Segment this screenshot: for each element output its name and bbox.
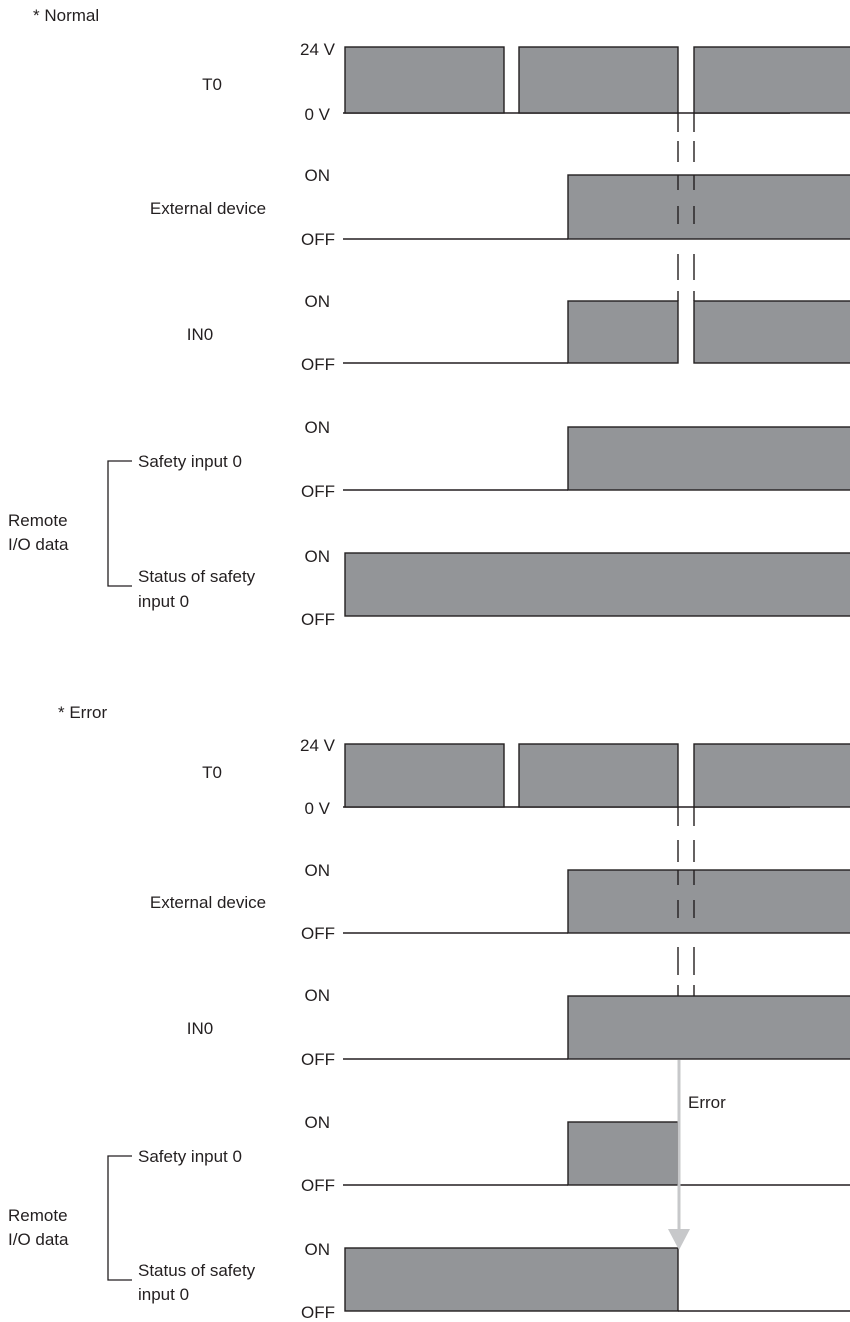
normal-remote-io-label-line1: Remote xyxy=(8,511,68,530)
error-t0-high-label: 24 V xyxy=(300,736,336,755)
error-safety-input-on-label: ON xyxy=(305,1113,331,1132)
normal-in0-label: IN0 xyxy=(187,325,213,344)
normal-heading: * Normal xyxy=(33,6,99,25)
error-status-on-label: ON xyxy=(305,1240,331,1259)
error-status-off-label: OFF xyxy=(301,1303,335,1322)
error-remote-io-bracket xyxy=(107,1155,132,1281)
normal-t0-pulse xyxy=(693,46,850,114)
normal-t0-wave xyxy=(343,46,850,114)
error-t0-label: T0 xyxy=(202,763,222,782)
error-in0-wave xyxy=(343,995,850,1060)
error-arrow xyxy=(668,1060,690,1250)
normal-external-device-off-label: OFF xyxy=(301,230,335,249)
error-arrow-label: Error xyxy=(688,1093,726,1112)
normal-status-off-label: OFF xyxy=(301,610,335,629)
error-status-label-line1: Status of safety xyxy=(138,1261,256,1280)
error-gap-markers xyxy=(677,807,695,996)
error-t0-pulse xyxy=(344,743,505,808)
error-t0-pulse xyxy=(693,743,850,808)
error-external-device-wave xyxy=(343,869,850,934)
normal-status-label-line2: input 0 xyxy=(138,592,189,611)
error-remote-io-label-line1: Remote xyxy=(8,1206,68,1225)
normal-t0-high-label: 24 V xyxy=(300,40,336,59)
normal-external-device-on-segment xyxy=(567,174,850,240)
normal-gap-markers xyxy=(677,113,695,301)
normal-t0-label: T0 xyxy=(202,75,222,94)
error-arrow-head xyxy=(668,1229,690,1250)
normal-external-device-on-label: ON xyxy=(305,166,331,185)
normal-safety-input-off-label: OFF xyxy=(301,482,335,501)
error-external-device-on-label: ON xyxy=(305,861,331,880)
normal-status-label-line1: Status of safety xyxy=(138,567,256,586)
error-external-device-label: External device xyxy=(150,893,266,912)
normal-external-device-label: External device xyxy=(150,199,266,218)
normal-status-on-label: ON xyxy=(305,547,331,566)
normal-safety-input-on-label: ON xyxy=(305,418,331,437)
error-status-wave xyxy=(344,1247,850,1312)
error-external-device-on-segment xyxy=(567,869,850,934)
error-external-device-off-label: OFF xyxy=(301,924,335,943)
error-safety-input-wave xyxy=(343,1121,850,1186)
normal-status-wave xyxy=(344,552,850,617)
error-safety-input-off-label: OFF xyxy=(301,1176,335,1195)
error-safety-input-on-segment xyxy=(567,1121,679,1186)
error-in0-on-segment xyxy=(567,995,850,1060)
normal-in0-on-segment xyxy=(567,300,679,364)
normal-external-device-wave xyxy=(343,174,850,240)
error-t0-low-label: 0 V xyxy=(304,799,330,818)
error-safety-input-label: Safety input 0 xyxy=(138,1147,242,1166)
error-heading: * Error xyxy=(58,703,107,722)
normal-t0-pulse xyxy=(518,46,679,114)
error-remote-io-label-line2: I/O data xyxy=(8,1230,69,1249)
error-t0-pulse xyxy=(518,743,679,808)
normal-in0-on-segment xyxy=(693,300,850,364)
error-status-label-line2: input 0 xyxy=(138,1285,189,1304)
error-in0-on-label: ON xyxy=(305,986,331,1005)
normal-safety-input-wave xyxy=(343,426,850,491)
normal-remote-io-label-line2: I/O data xyxy=(8,535,69,554)
normal-in0-off-label: OFF xyxy=(301,355,335,374)
error-t0-wave xyxy=(343,743,850,808)
normal-t0-pulse xyxy=(344,46,505,114)
normal-t0-low-label: 0 V xyxy=(304,105,330,124)
normal-in0-on-label: ON xyxy=(305,292,331,311)
normal-remote-io-bracket xyxy=(107,460,132,587)
error-in0-label: IN0 xyxy=(187,1019,213,1038)
normal-in0-wave xyxy=(343,300,850,364)
normal-safety-input-on-segment xyxy=(567,426,850,491)
error-status-on-segment xyxy=(344,1247,679,1312)
normal-safety-input-label: Safety input 0 xyxy=(138,452,242,471)
normal-status-on-segment xyxy=(344,552,850,617)
error-in0-off-label: OFF xyxy=(301,1050,335,1069)
